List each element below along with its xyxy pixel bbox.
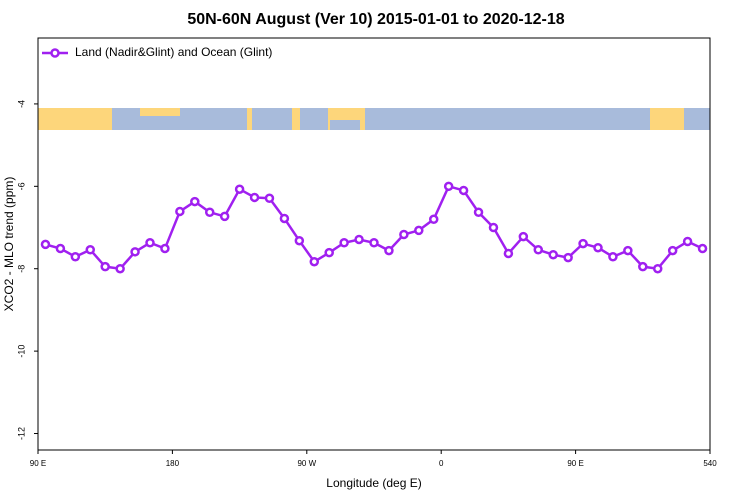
x-tick-label: 90 E [30, 459, 46, 468]
data-point [175, 206, 185, 217]
x-axis-label: Longitude (deg E) [326, 476, 421, 490]
data-point [593, 242, 603, 253]
data-point [309, 256, 320, 267]
y-tick-label: -12 [16, 427, 26, 440]
data-point [55, 243, 66, 254]
data-point [324, 247, 334, 258]
data-point [204, 207, 215, 218]
data-point [249, 192, 260, 203]
y-axis-label: XCO2 - MLO trend (ppm) [2, 177, 16, 312]
data-point [578, 238, 588, 249]
x-tick-label: 90 W [297, 459, 316, 468]
data-point [234, 184, 245, 194]
y-tick-label: -4 [16, 100, 26, 108]
data-point [40, 239, 51, 250]
x-tick-label: 180 [166, 459, 180, 468]
chart-title: 50N-60N August (Ver 10) 2015-01-01 to 20… [187, 11, 564, 28]
data-point [638, 261, 648, 272]
data-point [190, 196, 200, 207]
data-point [563, 252, 573, 263]
data-point [85, 245, 96, 255]
y-tick-label: -8 [16, 265, 26, 273]
data-point [518, 231, 529, 242]
data-point [130, 247, 140, 257]
data-point [70, 252, 81, 262]
data-point [682, 236, 693, 247]
data-point [160, 243, 170, 254]
data-point [339, 238, 349, 248]
legend-label: Land (Nadir&Glint) and Ocean (Glint) [75, 45, 272, 59]
data-point [428, 214, 439, 225]
data-point [623, 245, 633, 256]
data-point [414, 225, 424, 236]
map-band [38, 108, 710, 130]
y-tick-label: -6 [16, 182, 26, 190]
data-point [384, 245, 394, 256]
data-point [473, 207, 484, 218]
data-point [488, 222, 499, 233]
data-point [443, 181, 454, 192]
data-point [652, 263, 663, 274]
x-tick-label: 90 E [567, 459, 583, 468]
data-point [369, 238, 379, 248]
x-tick-label: 0 [439, 459, 444, 468]
data-point [264, 193, 275, 204]
legend-marker [50, 48, 60, 58]
plot-frame [37, 37, 711, 451]
data-point [608, 252, 618, 262]
data-point [533, 245, 544, 255]
data-point [145, 238, 155, 248]
data-point [503, 248, 514, 259]
data-point [354, 234, 364, 245]
data-point [548, 249, 558, 260]
data-point [294, 235, 305, 246]
data-point [667, 245, 678, 256]
data-point [219, 211, 230, 222]
data-point [279, 213, 290, 224]
data-point [458, 185, 469, 196]
x-tick-label: 540 [703, 459, 717, 468]
data-point [697, 243, 708, 254]
data-point [100, 261, 110, 272]
data-point [399, 229, 409, 240]
series-line [45, 184, 704, 271]
y-tick-label: -10 [16, 345, 26, 358]
data-point [115, 263, 125, 274]
